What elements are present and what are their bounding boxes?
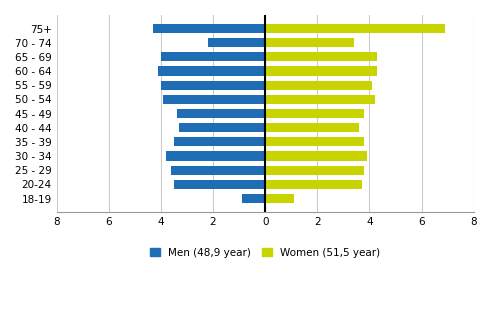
Bar [265, 180, 362, 189]
Bar [153, 24, 265, 33]
Bar [163, 95, 265, 104]
Bar [179, 123, 265, 132]
Bar [265, 166, 364, 175]
Bar [177, 109, 265, 118]
Bar [174, 180, 265, 189]
Bar [265, 38, 354, 47]
Bar [265, 81, 372, 90]
Bar [265, 152, 367, 161]
Bar [265, 52, 377, 61]
Bar [161, 52, 265, 61]
Bar [265, 109, 364, 118]
Legend: Men (48,9 year), Women (51,5 year): Men (48,9 year), Women (51,5 year) [146, 244, 385, 262]
Bar [158, 66, 265, 76]
Bar [208, 38, 265, 47]
Bar [265, 66, 377, 76]
Bar [265, 194, 294, 203]
Bar [265, 24, 445, 33]
Bar [166, 152, 265, 161]
Bar [242, 194, 265, 203]
Bar [161, 81, 265, 90]
Bar [265, 137, 364, 146]
Bar [174, 137, 265, 146]
Bar [265, 95, 374, 104]
Bar [171, 166, 265, 175]
Bar [265, 123, 359, 132]
